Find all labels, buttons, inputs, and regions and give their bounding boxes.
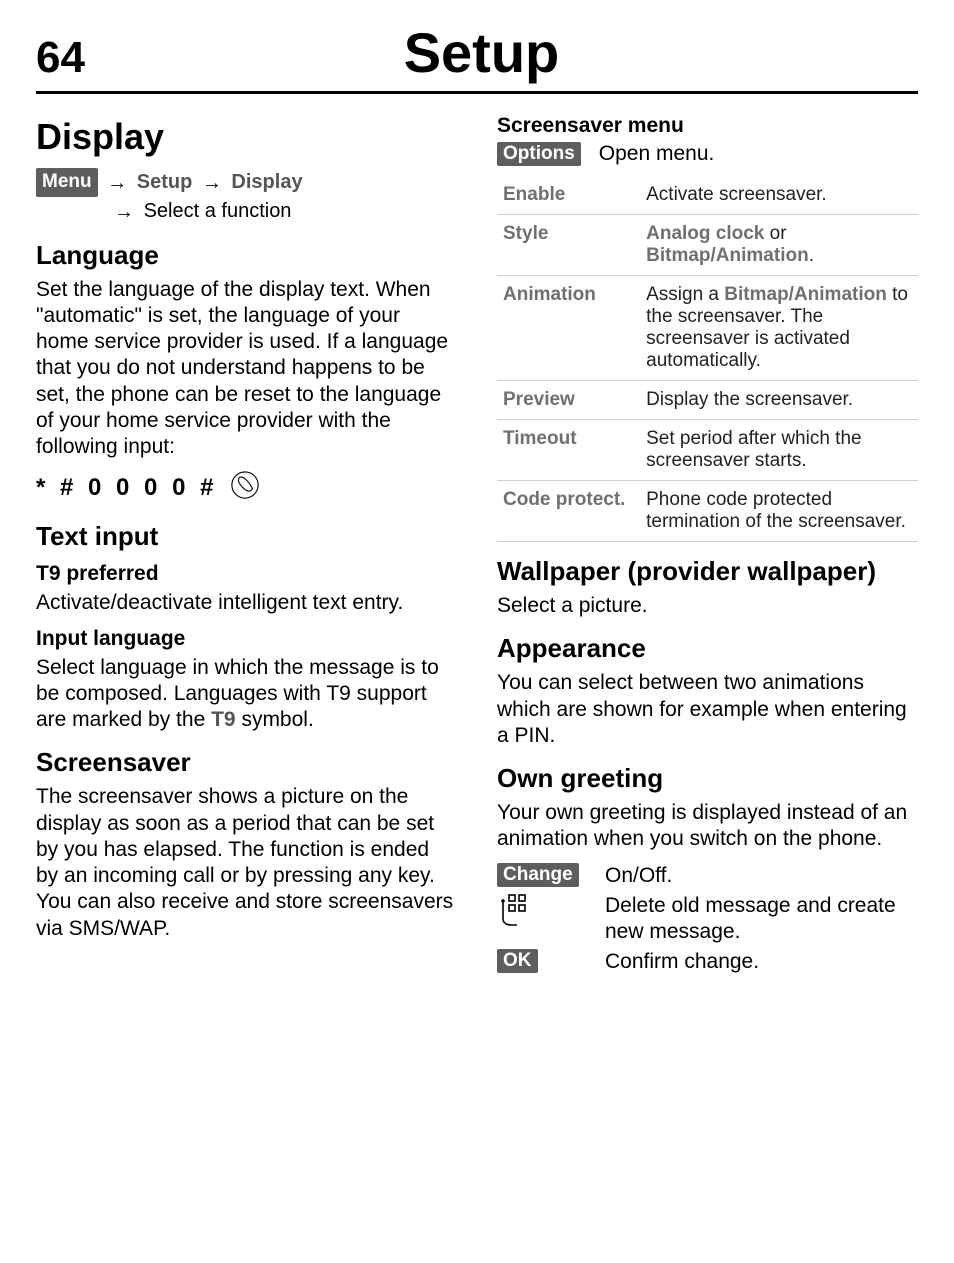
- arrow-icon: →: [110, 198, 138, 226]
- table-key: Animation: [497, 276, 640, 381]
- ok-key: OK: [497, 949, 587, 973]
- table-value: Set period after which the screensaver s…: [640, 420, 918, 481]
- reset-code-line: * # 0 0 0 0 #: [36, 470, 457, 507]
- inputlang-heading: Input language: [36, 627, 457, 651]
- page-title: Setup: [105, 20, 918, 91]
- textinput-heading: Text input: [36, 521, 457, 552]
- wallpaper-heading: Wallpaper (provider wallpaper): [497, 556, 918, 587]
- page-root: 64 Setup Display Menu → Setup → Display …: [0, 0, 954, 1008]
- table-key: Preview: [497, 381, 640, 420]
- table-row: StyleAnalog clock or Bitmap/Animation.: [497, 215, 918, 276]
- ssmenu-heading: Screensaver menu: [497, 114, 918, 138]
- page-header: 64 Setup: [36, 20, 918, 94]
- change-softkey: Change: [497, 863, 579, 887]
- menu-softkey: Menu: [36, 168, 98, 197]
- table-key: Enable: [497, 176, 640, 215]
- menu-path-display: Display: [231, 171, 302, 193]
- screensaver-body: The screensaver shows a picture on the d…: [36, 784, 457, 942]
- ok-softkey: OK: [497, 949, 538, 973]
- table-row: TimeoutSet period after which the screen…: [497, 420, 918, 481]
- inputlang-body-t9: T9: [211, 708, 236, 731]
- screensaver-menu-table: EnableActivate screensaver.StyleAnalog c…: [497, 176, 918, 542]
- arrow-icon: →: [103, 169, 131, 197]
- two-column-layout: Display Menu → Setup → Display → Select …: [36, 110, 918, 980]
- page-number: 64: [36, 33, 105, 83]
- menu-path-setup: Setup: [137, 171, 193, 193]
- owngreet-body: Your own greeting is displayed instead o…: [497, 800, 918, 853]
- table-row: PreviewDisplay the screensaver.: [497, 381, 918, 420]
- table-value: Activate screensaver.: [640, 176, 918, 215]
- table-value: Phone code protected termination of the …: [640, 481, 918, 542]
- t9pref-body: Activate/deactivate intelligent text ent…: [36, 590, 457, 616]
- table-row: AnimationAssign a Bitmap/Animation to th…: [497, 276, 918, 381]
- ok-row: OK Confirm change.: [497, 949, 918, 975]
- table-row: Code protect.Phone code protected termin…: [497, 481, 918, 542]
- wallpaper-body: Select a picture.: [497, 593, 918, 619]
- appearance-body: You can select between two animations wh…: [497, 670, 918, 749]
- keypad-key: [497, 893, 587, 932]
- t9pref-heading: T9 preferred: [36, 562, 457, 586]
- keypad-icon: [497, 893, 531, 932]
- language-heading: Language: [36, 240, 457, 271]
- screensaver-menu-tbody: EnableActivate screensaver.StyleAnalog c…: [497, 176, 918, 542]
- phone-send-icon: [230, 470, 260, 507]
- table-row: EnableActivate screensaver.: [497, 176, 918, 215]
- display-heading: Display: [36, 116, 457, 158]
- table-value: Display the screensaver.: [640, 381, 918, 420]
- table-value: Analog clock or Bitmap/Animation.: [640, 215, 918, 276]
- ok-text: Confirm change.: [605, 949, 918, 975]
- table-key: Code protect.: [497, 481, 640, 542]
- keypad-text: Delete old message and create new messag…: [605, 893, 918, 946]
- change-text: On/Off.: [605, 863, 918, 889]
- menu-path-select: Select a function: [144, 200, 292, 222]
- owngreet-heading: Own greeting: [497, 763, 918, 794]
- table-value: Assign a Bitmap/Animation to the screens…: [640, 276, 918, 381]
- menu-path-select-line: → Select a function: [110, 197, 457, 226]
- right-column: Screensaver menu Options Open menu. Enab…: [497, 110, 918, 980]
- language-body: Set the language of the display text. Wh…: [36, 277, 457, 461]
- table-key: Style: [497, 215, 640, 276]
- arrow-icon: →: [198, 169, 226, 197]
- left-column: Display Menu → Setup → Display → Select …: [36, 110, 457, 980]
- inputlang-body: Select language in which the message is …: [36, 655, 457, 734]
- change-key: Change: [497, 863, 587, 887]
- table-key: Timeout: [497, 420, 640, 481]
- keypad-row: Delete old message and create new messag…: [497, 893, 918, 946]
- options-line: Options Open menu.: [497, 142, 918, 166]
- menu-path: Menu → Setup → Display → Select a functi…: [36, 168, 457, 226]
- reset-code: * # 0 0 0 0 #: [36, 474, 217, 501]
- options-softkey: Options: [497, 142, 581, 166]
- inputlang-body-post: symbol.: [236, 708, 314, 731]
- change-row: Change On/Off.: [497, 863, 918, 889]
- screensaver-heading: Screensaver: [36, 747, 457, 778]
- appearance-heading: Appearance: [497, 633, 918, 664]
- options-text: Open menu.: [599, 142, 715, 166]
